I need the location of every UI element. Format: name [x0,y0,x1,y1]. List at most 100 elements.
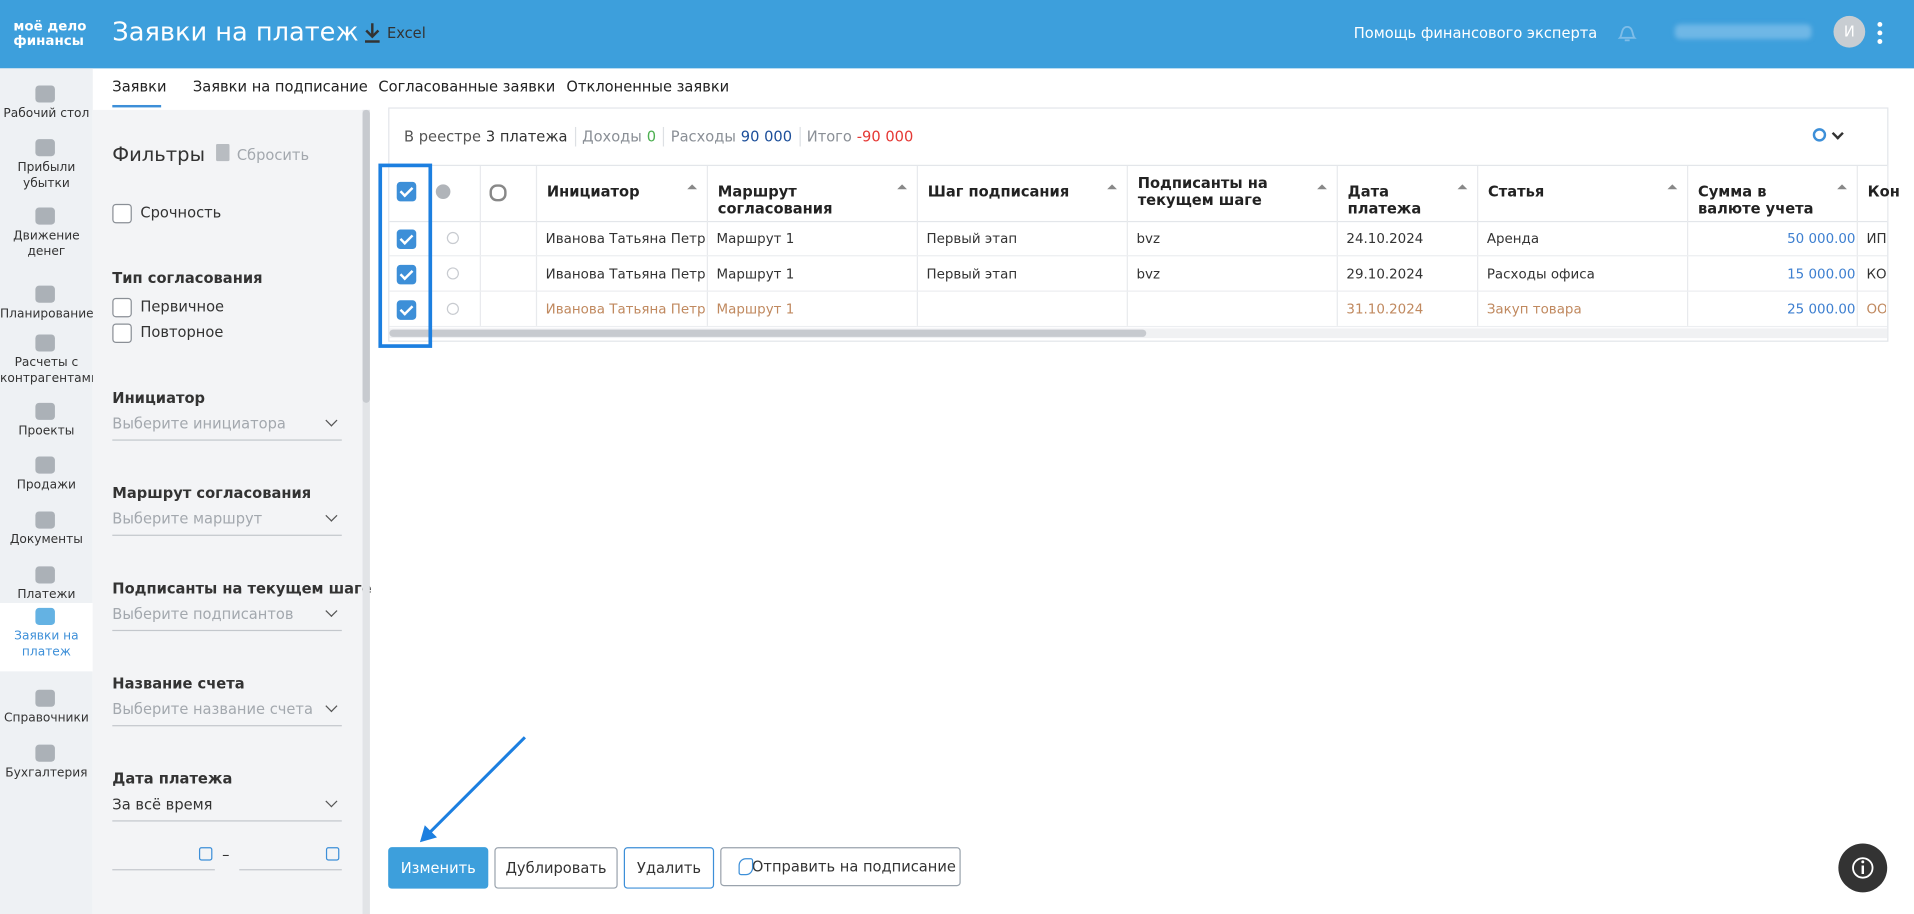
select[interactable]: Выберите маршрут [112,509,342,536]
avatar[interactable]: И [1833,15,1866,48]
column-divider [1126,166,1128,326]
select-text: Выберите инициатора [112,415,286,433]
column-header[interactable]: Маршрут согласования [717,183,833,218]
nav-item[interactable]: Бухгалтерия [0,740,93,789]
column-header[interactable]: Подписанты на текущем шаге [1137,174,1268,209]
calendar-icon [325,847,340,861]
button[interactable]: Дублировать [494,847,618,889]
help-link[interactable]: Помощь финансового эксперта [1353,24,1598,42]
row-checkbox[interactable] [396,300,417,320]
top-bar [0,0,1914,69]
chevron[interactable] [1831,127,1844,140]
nav-item[interactable]: Движение денег [0,203,93,271]
nav-item[interactable]: Прибыли убытки [0,134,93,195]
table-cell: ООО [1866,301,1886,318]
table-cell: Закуп товара [1486,301,1582,318]
table-cell: Маршрут 1 [716,266,795,282]
select[interactable]: Выберите название счета [112,699,342,727]
tab[interactable]: Заявки [112,78,167,96]
excel-link[interactable]: Excel [386,24,426,42]
filter-label: Подписанты на текущем шаге [112,579,372,597]
menu-icon[interactable] [1875,21,1885,45]
nav-item[interactable]: Справочники [0,685,93,734]
nav-item[interactable]: Документы [0,507,93,556]
select[interactable]: Выберите подписантов [112,604,342,632]
select-text: За всё время [112,795,213,813]
nav-item[interactable]: Расчеты с контрагентами [0,330,99,398]
column-header[interactable]: Шаг подписания [927,183,1070,201]
nav-icon [35,139,55,157]
nav-label: Прибыли убытки [17,161,76,191]
column-header[interactable]: Сумма в валюте учета [1697,183,1814,218]
checkbox[interactable] [396,181,417,202]
sort-icon [897,184,907,190]
tab[interactable]: Согласованные заявки [378,78,556,96]
checkbox-label: Срочность [140,203,222,221]
tab[interactable]: Заявки на подписание [192,78,368,96]
chevron [325,700,338,713]
table-cell: 25 000.00 [1787,301,1856,318]
select[interactable]: Выберите инициатора [112,414,342,441]
button[interactable]: Удалить [623,847,715,889]
nav-item[interactable]: Платежи [0,562,93,611]
panel-scrollbar [362,109,370,914]
info-icon [1852,857,1874,879]
sort-icon [1457,184,1468,190]
table-cell: Первый этап [926,230,1018,247]
table-row[interactable]: Иванова Татьяна Петровна Маршрут 1 Первый … [389,221,1888,257]
settings-icon[interactable] [1812,128,1827,142]
filters-title: Фильтры [112,142,206,167]
nav-label: Проекты [18,424,75,439]
summary-label: Расходы [670,128,736,146]
column-header[interactable]: Дата платежа [1347,183,1422,218]
nav-label: Платежи [17,588,76,602]
nav-item[interactable]: Продажи [0,452,93,501]
chevron [325,509,338,522]
checkbox[interactable] [112,203,132,224]
radio [446,302,459,315]
checkbox[interactable] [112,297,132,318]
select-text: Выберите маршрут [112,510,263,528]
tabs: Заявки Заявки на подписание Согласованные … [93,68,1914,110]
table-row[interactable]: Иванова Татьяна Петровна Маршрут 1 31.10.2… [389,292,1888,328]
select[interactable]: За всё время [112,795,342,822]
table-cell: Иванова Татьяна Петровна [545,266,706,282]
urgency-icon [435,184,451,199]
download-icon [364,23,380,43]
divider [799,126,801,147]
info-button[interactable] [1838,843,1888,893]
date-input[interactable] [239,842,342,871]
row-checkbox[interactable] [396,229,417,250]
summary-value: 90 000 [740,128,793,146]
checkbox[interactable] [112,323,132,344]
button[interactable]: Отправить на подписание [720,847,961,887]
button[interactable]: Изменить [388,847,489,889]
trash-icon [216,144,230,162]
column-divider [1856,166,1858,326]
nav-item[interactable]: Планирование [0,281,94,327]
annotation-arrow [419,736,526,843]
nav-item[interactable]: Проекты [0,398,93,447]
nav-item[interactable]: Заявки на платеж [0,603,93,672]
repeat-icon [489,184,507,202]
column-header[interactable]: Инициатор [546,183,640,201]
table-cell: Аренда [1486,230,1540,247]
date-input[interactable] [112,842,215,871]
table-row[interactable]: Иванова Татьяна Петровна Маршрут 1 Первый … [389,256,1888,292]
select-text: Выберите название счета [112,700,313,718]
table-cell: Маршрут 1 [716,301,795,318]
tab[interactable]: Отклоненные заявки [566,78,730,96]
bell-icon[interactable] [1615,21,1639,45]
column-header[interactable]: Статья [1488,183,1545,201]
table-cell: bvz [1136,230,1161,247]
nav-label: Расчеты с контрагентами [0,356,99,386]
column-divider [706,166,709,326]
nav-item[interactable]: Рабочий стол [0,81,93,130]
filter-label: Инициатор [112,389,206,407]
row-checkbox[interactable] [396,264,417,285]
column-header[interactable]: Кон [1867,183,1900,201]
reset-button[interactable]: Сбросить [236,146,310,164]
nav-icon [35,689,55,707]
divider [574,126,577,147]
date-separator: – [222,845,230,864]
